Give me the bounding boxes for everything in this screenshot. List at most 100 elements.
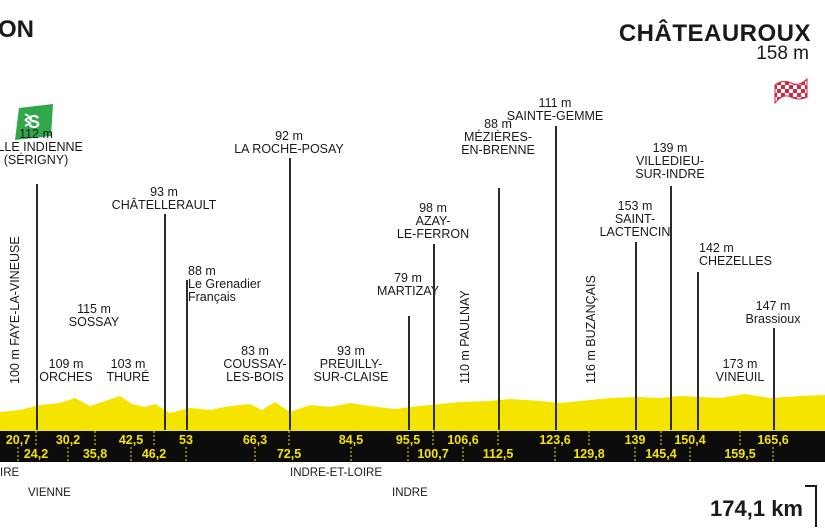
total-distance: 174,1 km	[710, 496, 803, 521]
point-label-chezelles: 142 m CHEZELLES	[699, 242, 772, 268]
point-name: Brassioux	[745, 312, 801, 326]
point-label-grenadier: 88 m Le Grenadier Français	[188, 265, 261, 304]
km-label: 46,2	[142, 447, 166, 461]
km-label: 145,4	[645, 447, 676, 461]
point-altitude: 98 m	[419, 201, 447, 215]
point-label-azay: 98 m AZAY- LE-FERRON	[397, 202, 469, 241]
point-altitude: 139 m	[652, 141, 688, 155]
point-altitude: 115 m	[77, 302, 111, 316]
km-label: 53	[179, 433, 193, 447]
km-label: 20,7	[6, 433, 30, 447]
sprint-badge-icon: S	[15, 104, 53, 140]
point-label-orches: 109 m ORCHES	[39, 358, 92, 384]
leader-line	[670, 186, 672, 430]
point-altitude: 111 m	[538, 96, 572, 110]
leader-line	[433, 244, 435, 430]
point-name: SOSSAY	[68, 315, 120, 329]
km-label: 112,5	[483, 447, 514, 461]
point-name: CHEZELLES	[699, 254, 772, 268]
km-label: 150,4	[674, 433, 705, 447]
start-town-name: ON	[0, 16, 34, 43]
vertical-label-buzancais: 116 m BUZANÇAIS	[584, 275, 598, 384]
leader-line	[635, 242, 637, 430]
km-label: 84,5	[339, 433, 363, 447]
leader-line	[289, 158, 291, 430]
km-label: 72,5	[277, 447, 301, 461]
point-altitude: 147 m	[755, 299, 791, 313]
point-altitude: 103 m	[110, 357, 146, 371]
km-label: 159,5	[724, 447, 755, 461]
leader-line	[498, 188, 500, 430]
point-altitude: 88 m	[188, 264, 216, 278]
point-name: THURÉ	[106, 370, 150, 384]
point-label-thure: 103 m THURÉ	[106, 358, 149, 384]
finish-flag-icon	[774, 77, 808, 105]
point-label-villedieu: 139 m VILLEDIEU- SUR-INDRE	[635, 142, 704, 181]
finish-town-name: CHÂTEAUROUX	[618, 20, 811, 47]
km-label: 66,3	[243, 433, 267, 447]
point-label-preuilly: 93 m PREUILLY- SUR-CLAISE	[313, 345, 388, 384]
leader-line	[555, 126, 557, 430]
km-label: 42,5	[119, 433, 143, 447]
point-name: VILLEDIEU- SUR-INDRE	[635, 154, 705, 181]
km-label: 24,2	[24, 447, 48, 461]
leader-line	[186, 280, 188, 430]
point-label-coussay: 83 m COUSSAY- LES-BOIS	[223, 345, 286, 384]
point-label-sainte-gemme: 111 m SAINTE-GEMME	[507, 97, 604, 123]
point-name: ELLE INDIENNE (SÉRIGNY)	[0, 140, 83, 167]
km-label: 129,8	[573, 447, 604, 461]
point-name: MARTIZAY	[376, 284, 440, 298]
km-label: 30,2	[56, 433, 80, 447]
point-name: SAINTE-GEMME	[506, 109, 604, 123]
point-altitude: 112 m	[19, 127, 53, 141]
finish-altitude: 158 m	[756, 43, 809, 64]
point-name: Le Grenadier Français	[188, 277, 261, 304]
km-label: 35,8	[83, 447, 107, 461]
region-label: INDRE	[392, 487, 428, 499]
point-name: COUSSAY- LES-BOIS	[223, 357, 287, 384]
region-label: IRE	[0, 467, 20, 479]
leader-line	[697, 272, 699, 430]
km-label: 139	[625, 433, 646, 447]
point-name: LA ROCHE-POSAY	[234, 142, 344, 156]
point-altitude: 93 m	[337, 344, 365, 358]
point-label-brassioux: 147 m Brassioux	[746, 300, 801, 326]
point-altitude: 79 m	[394, 271, 422, 285]
point-altitude: 93 m	[150, 185, 178, 199]
point-label-martizay: 79 m MARTIZAY	[377, 272, 439, 298]
point-altitude: 153 m	[617, 199, 653, 213]
km-label: 95,5	[396, 433, 420, 447]
point-label-grande-indienne: 112 mELLE INDIENNE (SÉRIGNY)	[0, 128, 83, 167]
point-label-sossay: 115 m SOSSAY	[69, 303, 119, 329]
region-label: VIENNE	[28, 487, 71, 499]
vertical-label-faye: 100 m FAYE-LA-VINEUSE	[8, 236, 22, 384]
point-altitude: 92 m	[275, 129, 303, 143]
elevation-profile-area	[0, 394, 825, 431]
point-label-chatellerault: 93 m CHÂTELLERAULT	[112, 186, 217, 212]
point-label-vineuil: 173 m VINEUIL	[716, 358, 765, 384]
leader-line	[773, 328, 775, 430]
region-label: INDRE-ET-LOIRE	[290, 467, 383, 479]
point-label-roche-posay: 92 m LA ROCHE-POSAY	[234, 130, 344, 156]
total-distance-bracket	[805, 485, 817, 527]
point-label-saint-lactencin: 153 m SAINT- LACTENCIN	[600, 200, 671, 239]
leader-line	[408, 316, 410, 430]
km-label: 106,6	[447, 433, 478, 447]
point-name: CHÂTELLERAULT	[111, 198, 217, 212]
leader-line	[36, 184, 38, 430]
point-name: VINEUIL	[715, 370, 765, 384]
point-altitude: 88 m	[484, 117, 512, 131]
point-name: MÉZIÈRES- EN-BRENNE	[461, 130, 535, 157]
point-label-mezieres: 88 m MÉZIÈRES- EN-BRENNE	[461, 118, 535, 157]
point-name: ORCHES	[39, 370, 93, 384]
point-name: PREUILLY- SUR-CLAISE	[313, 357, 389, 384]
leader-line	[164, 214, 166, 430]
point-name: AZAY- LE-FERRON	[396, 214, 470, 241]
km-label: 123,6	[539, 433, 570, 447]
point-altitude: 83 m	[241, 344, 269, 358]
point-name: SAINT- LACTENCIN	[599, 212, 671, 239]
vertical-label-paulnay: 110 m PAULNAY	[458, 290, 472, 384]
km-label: 165,6	[757, 433, 788, 447]
